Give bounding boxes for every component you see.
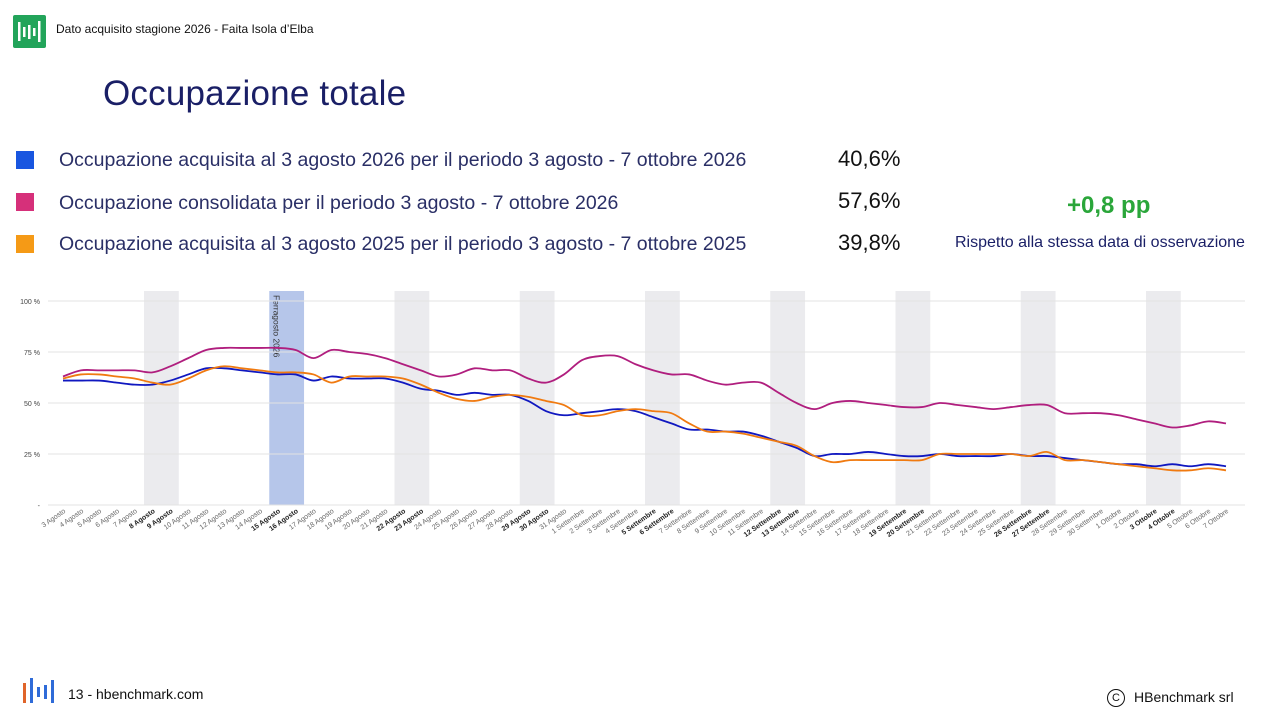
weekend-band — [144, 291, 179, 505]
legend-label: Occupazione acquisita al 3 agosto 2025 p… — [59, 233, 747, 255]
legend-swatch — [16, 235, 34, 253]
copyright: C HBenchmark srl — [1107, 689, 1234, 708]
series-line — [62, 346, 1227, 429]
legend-value: 39,8% — [838, 230, 901, 255]
weekend-band — [645, 291, 680, 505]
y-tick-label: 50 % — [24, 401, 40, 408]
legend-label: Occupazione consolidata per il periodo 3… — [59, 192, 619, 214]
y-tick-label: - — [38, 503, 41, 510]
hbenchmark-logo — [13, 15, 46, 48]
weekend-band — [1145, 291, 1181, 505]
delta-note: Rispetto alla stessa data di osservazion… — [955, 234, 1245, 251]
y-tick-label: 100 % — [20, 299, 40, 306]
legend-item: Occupazione acquisita al 3 agosto 2025 p… — [0, 230, 1280, 260]
weekend-band — [1020, 291, 1056, 505]
legend-item: Occupazione consolidata per il periodo 3… — [0, 188, 1280, 218]
legend-item: Occupazione acquisita al 3 agosto 2026 p… — [0, 146, 1280, 176]
copyright-icon: C — [1107, 689, 1125, 708]
legend-swatch — [16, 193, 34, 211]
y-tick-label: 75 % — [24, 350, 40, 357]
weekend-band — [394, 291, 430, 505]
series-line — [62, 365, 1227, 472]
legend-value: 57,6% — [838, 188, 901, 213]
y-tick-label: 25 % — [24, 452, 40, 459]
header-text: Dato acquisito stagione 2026 - Faita Iso… — [56, 22, 314, 36]
legend-swatch — [16, 151, 34, 169]
ferragosto-label: Ferragosto 2026 — [272, 295, 282, 358]
copyright-text: HBenchmark srl — [1134, 689, 1234, 705]
ferragosto-band — [269, 291, 305, 505]
weekend-band — [895, 291, 931, 505]
footer-logo — [22, 675, 56, 710]
footer-page-text: 13 - hbenchmark.com — [68, 686, 204, 702]
page-title: Occupazione totale — [103, 74, 407, 113]
delta-value: +0,8 pp — [1067, 192, 1151, 219]
legend-value: 40,6% — [838, 146, 901, 171]
legend-label: Occupazione acquisita al 3 agosto 2026 p… — [59, 149, 747, 171]
